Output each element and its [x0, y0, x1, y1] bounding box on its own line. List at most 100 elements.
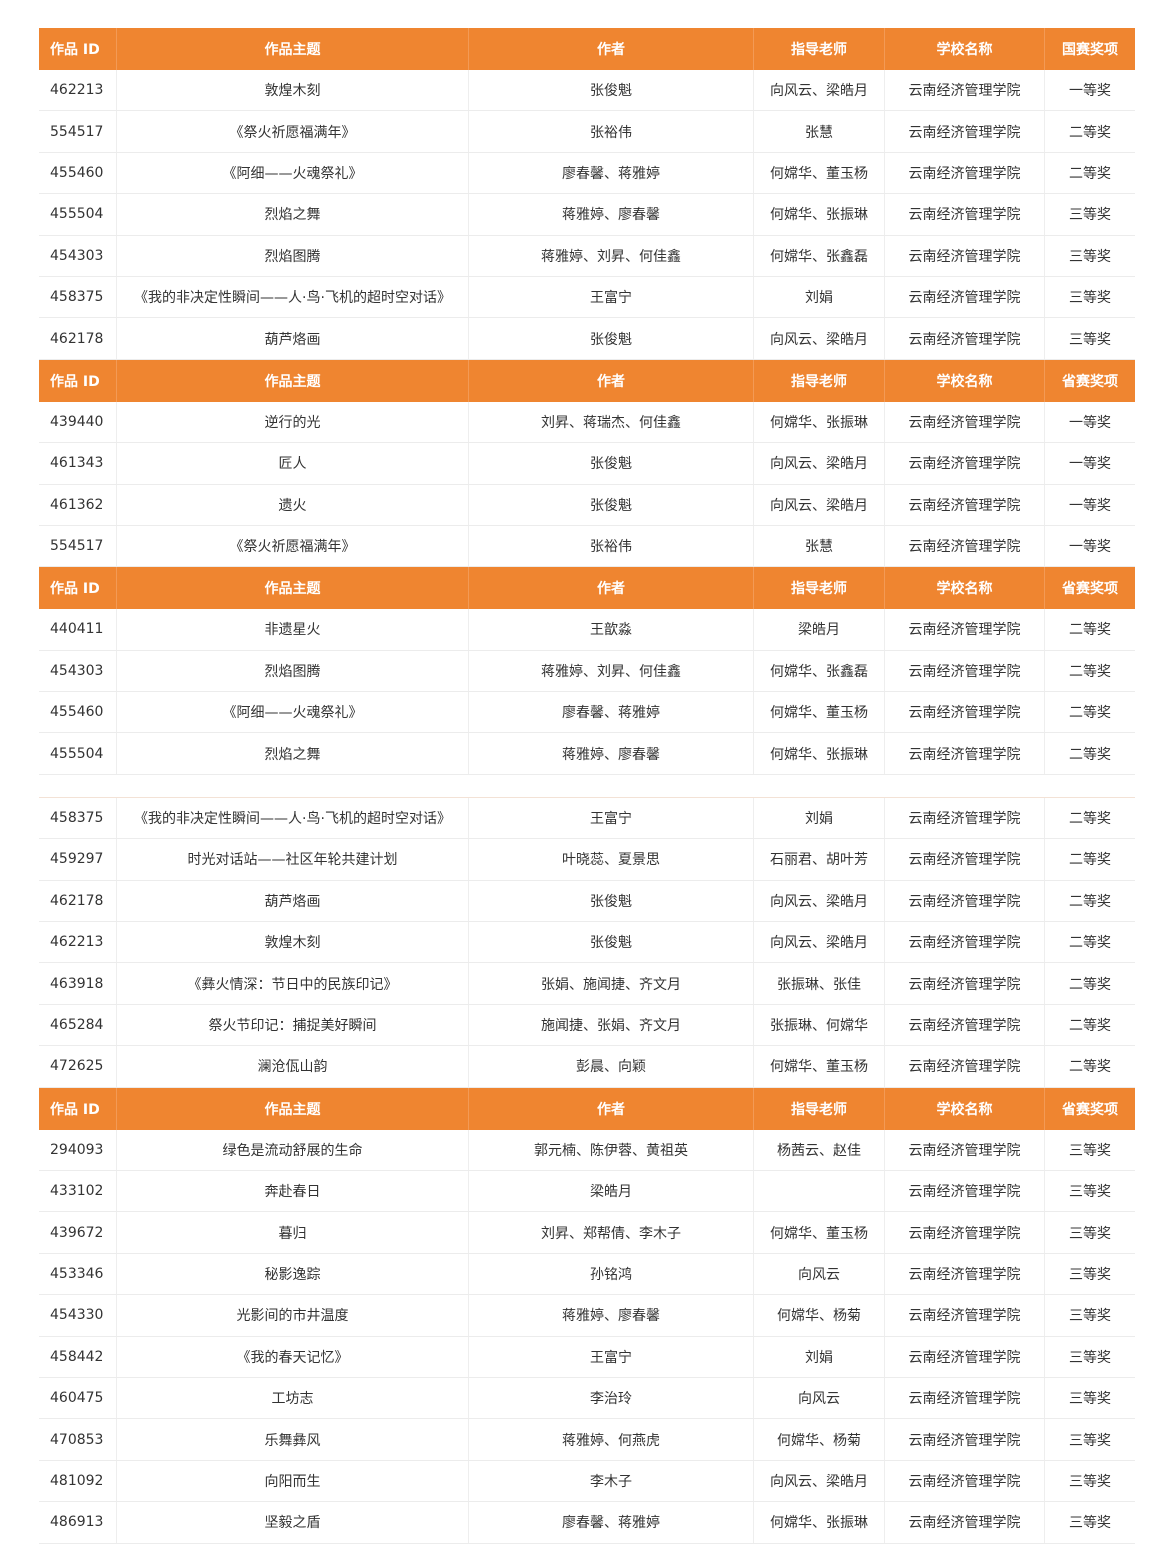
- cell-title: 《阿细——火魂祭礼》: [117, 152, 469, 194]
- cell-title: 《祭火祈愿福满年》: [117, 111, 469, 152]
- column-header-advisor: 指导老师: [754, 1087, 885, 1130]
- cell-id: 472625: [39, 1046, 117, 1087]
- cell-award: 三等奖: [1069, 331, 1111, 348]
- cell-advisor: 张慧: [754, 111, 885, 152]
- table-row: 462178 葫芦烙画 张俊魁 向风云、梁皓月 云南经济管理学院 二等奖: [39, 880, 1135, 923]
- cell-advisor: 向风云、梁皓月: [754, 443, 885, 484]
- cell-author: 刘昇、郑帮倩、李木子: [469, 1212, 754, 1253]
- table-row: 439440 逆行的光 刘昇、蒋瑞杰、何佳鑫 何嫦华、张振琳 云南经济管理学院 一等奖: [39, 401, 1135, 444]
- cell-id: 481092: [39, 1460, 117, 1502]
- cell-award: 三等奖: [1069, 207, 1111, 224]
- cell-advisor: 何嫦华、董玉杨: [754, 692, 885, 733]
- cell-author: 王富宁: [469, 797, 754, 839]
- cell-id: 454330: [39, 1295, 117, 1336]
- cell-id: 433102: [39, 1170, 117, 1212]
- table-row: 458375 《我的非决定性瞬间——人·鸟·飞机的超时空对话》 王富宁 刘娟 云南经济管…: [39, 276, 1135, 319]
- cell-school: 云南经济管理学院: [885, 194, 1045, 235]
- table-row: 465284 祭火节印记：捕捉美好瞬间 施闻捷、张娟、齐文月 张振琳、何嫦华 云南经济管…: [39, 1004, 1135, 1047]
- cell-author: 张娟、施闻捷、齐文月: [469, 963, 754, 1004]
- table-section: 作品 ID 作品主题 作者 指导老师 学校名称 省赛奖项 439440 逆行的光 刘昇、蒋瑞杰、…: [39, 359, 1135, 568]
- cell-award: 三等奖: [1069, 1473, 1111, 1490]
- cell-id: 462213: [39, 70, 117, 111]
- cell-school: 云南经济管理学院: [885, 443, 1045, 484]
- table-row: 454303 烈焰图腾 蒋雅婷、刘昇、何佳鑫 何嫦华、张鑫磊 云南经济管理学院 三等奖: [39, 235, 1135, 277]
- column-header-author: 作者: [469, 567, 754, 610]
- cell-id: 458375: [39, 276, 117, 318]
- column-header-author: 作者: [469, 359, 754, 402]
- cell-id: 462178: [39, 880, 117, 922]
- cell-advisor: 刘娟: [754, 276, 885, 318]
- cell-advisor: 向风云、梁皓月: [754, 1460, 885, 1502]
- cell-title: 烈焰之舞: [117, 194, 469, 235]
- cell-advisor: 杨茜云、赵佳: [754, 1129, 885, 1170]
- table-row: 460475 工坊志 李治玲 向风云 云南经济管理学院 三等奖: [39, 1377, 1135, 1420]
- cell-title: 奔赴春日: [117, 1170, 469, 1212]
- cell-award: 二等奖: [1069, 935, 1111, 952]
- cell-advisor: 向风云: [754, 1253, 885, 1295]
- cell-author: 叶晓蕊、夏景思: [469, 839, 754, 880]
- column-header-id: 作品 ID: [39, 567, 117, 610]
- column-header-school: 学校名称: [885, 359, 1045, 402]
- cell-title: 《彝火情深：节日中的民族印记》: [117, 963, 469, 1004]
- cell-id: 462178: [39, 318, 117, 359]
- table-row: 433102 奔赴春日 梁皓月 云南经济管理学院 三等奖: [39, 1170, 1135, 1213]
- cell-award: 二等奖: [1069, 705, 1111, 722]
- cell-id: 463918: [39, 963, 117, 1004]
- table-row: 453346 秘影逸踪 孙铭鸿 向风云 云南经济管理学院 三等奖: [39, 1253, 1135, 1296]
- cell-title: 《我的非决定性瞬间——人·鸟·飞机的超时空对话》: [117, 276, 469, 318]
- cell-author: 张裕伟: [469, 525, 754, 567]
- cell-advisor: 何嫦华、董玉杨: [754, 152, 885, 194]
- table-row: 439672 暮归 刘昇、郑帮倩、李木子 何嫦华、董玉杨 云南经济管理学院 三等奖: [39, 1212, 1135, 1254]
- cell-author: 蒋雅婷、刘昇、何佳鑫: [469, 235, 754, 276]
- cell-advisor: 何嫦华、杨菊: [754, 1419, 885, 1460]
- cell-id: 454303: [39, 235, 117, 276]
- cell-award: 二等奖: [1069, 893, 1111, 910]
- cell-author: 张俊魁: [469, 318, 754, 359]
- cell-id: 460475: [39, 1377, 117, 1419]
- column-header-award: 省赛奖项: [1062, 581, 1118, 598]
- cell-author: 廖春馨、蒋雅婷: [469, 152, 754, 194]
- cell-advisor: 何嫦华、董玉杨: [754, 1212, 885, 1253]
- cell-author: 孙铭鸿: [469, 1253, 754, 1295]
- cell-title: 敦煌木刻: [117, 70, 469, 111]
- cell-author: 张裕伟: [469, 111, 754, 152]
- table-row: 455460 《阿细——火魂祭礼》 廖春馨、蒋雅婷 何嫦华、董玉杨 云南经济管理学院 二等…: [39, 692, 1135, 734]
- cell-award: 三等奖: [1069, 1184, 1111, 1201]
- cell-title: 烈焰图腾: [117, 650, 469, 692]
- table-row: 554517 《祭火祈愿福满年》 张裕伟 张慧 云南经济管理学院 一等奖: [39, 525, 1135, 568]
- cell-advisor: 何嫦华、张振琳: [754, 733, 885, 774]
- cell-title: 匠人: [117, 443, 469, 484]
- table-section: 458375 《我的非决定性瞬间——人·鸟·飞机的超时空对话》 王富宁 刘娟 云南经济管…: [39, 796, 1135, 1088]
- cell-id: 459297: [39, 839, 117, 880]
- table-section: 作品 ID 作品主题 作者 指导老师 学校名称 省赛奖项 440411 非遗星火 王歆淼 梁皓月云…: [39, 567, 1135, 775]
- cell-school: 云南经济管理学院: [885, 484, 1045, 525]
- cell-award: 一等奖: [1069, 456, 1111, 473]
- cell-school: 云南经济管理学院: [885, 1129, 1045, 1170]
- cell-author: 郭元楠、陈伊蓉、黄祖英: [469, 1129, 754, 1170]
- cell-title: 《祭火祈愿福满年》: [117, 525, 469, 567]
- cell-award: 三等奖: [1069, 1308, 1111, 1325]
- cell-id: 439672: [39, 1212, 117, 1253]
- table-row: 294093 绿色是流动舒展的生命 郭元楠、陈伊蓉、黄祖英 杨茜云、赵佳 云南经济管理学…: [39, 1129, 1135, 1171]
- column-header-title: 作品主题: [117, 28, 469, 70]
- cell-title: 时光对话站——社区年轮共建计划: [117, 839, 469, 880]
- column-header-award: 国赛奖项: [1062, 42, 1118, 58]
- cell-award: 三等奖: [1069, 1142, 1111, 1159]
- cell-title: 向阳而生: [117, 1460, 469, 1502]
- table-row: 440411 非遗星火 王歆淼 梁皓月 云南经济管理学院 二等奖: [39, 609, 1135, 651]
- cell-id: 453346: [39, 1253, 117, 1295]
- cell-advisor: 向风云: [754, 1377, 885, 1419]
- cell-school: 云南经济管理学院: [885, 1170, 1045, 1212]
- cell-advisor: 刘娟: [754, 797, 885, 839]
- cell-author: 梁皓月: [469, 1170, 754, 1212]
- cell-author: 廖春馨、蒋雅婷: [469, 692, 754, 733]
- cell-author: 张俊魁: [469, 443, 754, 484]
- column-header-title: 作品主题: [117, 359, 469, 402]
- table-row: 458375 《我的非决定性瞬间——人·鸟·飞机的超时空对话》 王富宁 刘娟 云南经济管…: [39, 797, 1135, 840]
- column-header-title: 作品主题: [117, 567, 469, 610]
- cell-award: 三等奖: [1069, 1391, 1111, 1408]
- cell-award: 一等奖: [1069, 414, 1111, 431]
- cell-author: 张俊魁: [469, 70, 754, 111]
- cell-school: 云南经济管理学院: [885, 880, 1045, 922]
- cell-school: 云南经济管理学院: [885, 650, 1045, 692]
